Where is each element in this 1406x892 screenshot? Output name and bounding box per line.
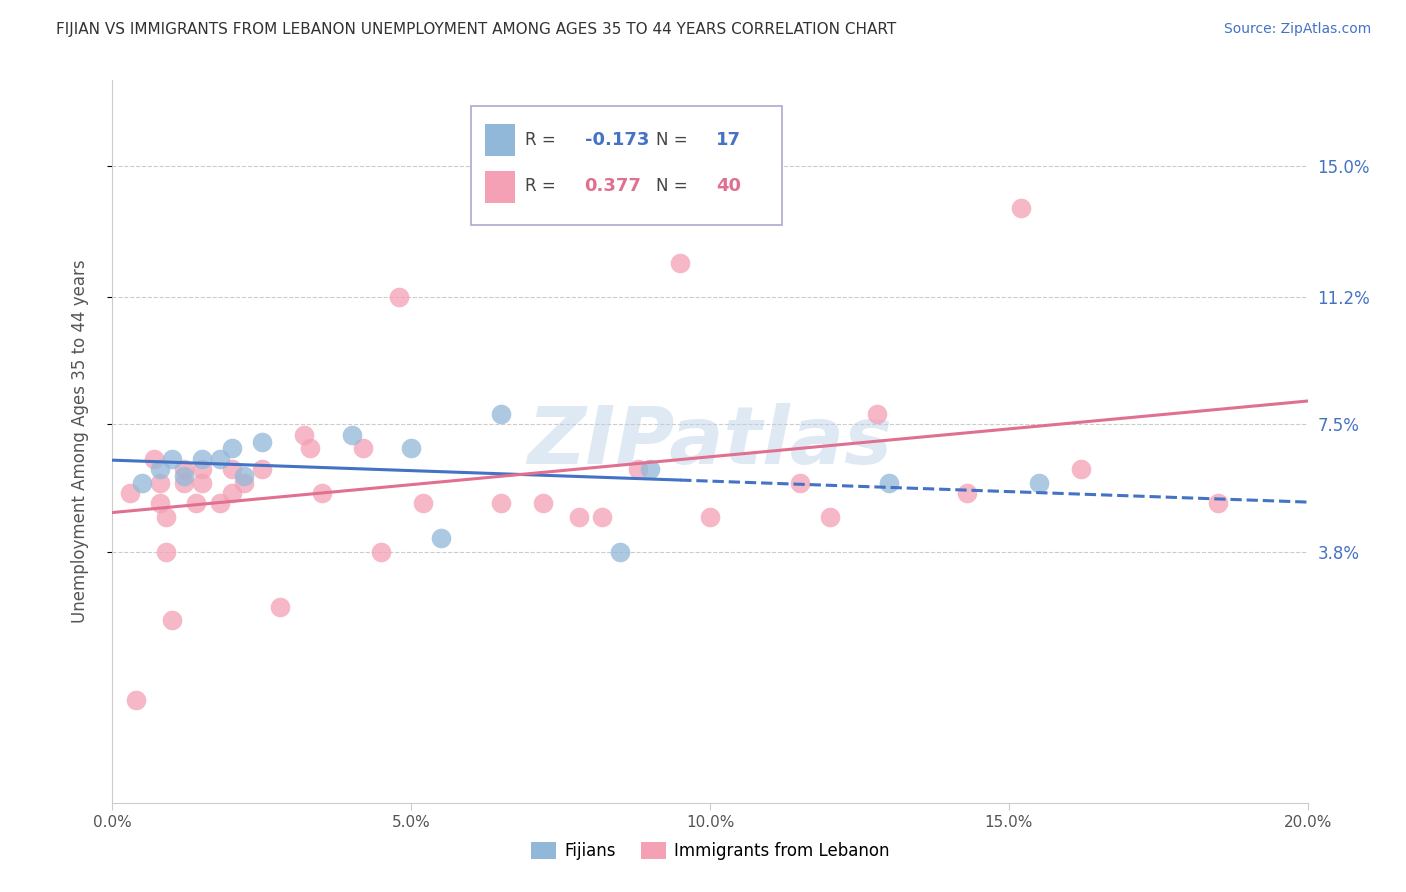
Point xyxy=(568,510,591,524)
Legend: Fijians, Immigrants from Lebanon: Fijians, Immigrants from Lebanon xyxy=(524,835,896,867)
Point xyxy=(699,510,721,524)
FancyBboxPatch shape xyxy=(485,124,515,156)
Point xyxy=(640,462,662,476)
Point xyxy=(191,451,214,466)
Point xyxy=(250,462,273,476)
Point xyxy=(1010,201,1032,215)
Point xyxy=(311,486,333,500)
Point xyxy=(1028,475,1050,490)
Point xyxy=(191,475,214,490)
Point xyxy=(401,442,423,456)
Point xyxy=(221,442,243,456)
Point xyxy=(269,599,291,614)
Point xyxy=(233,469,256,483)
Point xyxy=(250,434,273,449)
Point xyxy=(1070,462,1092,476)
Point xyxy=(120,486,142,500)
Text: R =: R = xyxy=(524,130,561,149)
Point xyxy=(173,462,195,476)
Point xyxy=(1206,496,1229,510)
Text: -0.173: -0.173 xyxy=(585,130,650,149)
Point xyxy=(669,255,692,269)
Point xyxy=(162,614,183,628)
Point xyxy=(531,496,554,510)
Text: N =: N = xyxy=(657,130,693,149)
Text: R =: R = xyxy=(524,178,561,195)
Point xyxy=(143,451,166,466)
Point xyxy=(412,496,434,510)
Point xyxy=(489,407,512,421)
Point xyxy=(191,462,214,476)
Text: 40: 40 xyxy=(716,178,741,195)
Point xyxy=(233,475,256,490)
Point xyxy=(149,462,172,476)
Point xyxy=(627,462,650,476)
Point xyxy=(592,510,614,524)
Point xyxy=(155,544,177,558)
Point xyxy=(125,692,148,706)
Text: ZIPatlas: ZIPatlas xyxy=(527,402,893,481)
Point xyxy=(879,475,901,490)
Point xyxy=(866,407,889,421)
Point xyxy=(430,531,453,545)
Y-axis label: Unemployment Among Ages 35 to 44 years: Unemployment Among Ages 35 to 44 years xyxy=(70,260,89,624)
Point xyxy=(209,451,232,466)
Point xyxy=(340,427,363,442)
Point xyxy=(370,544,392,558)
FancyBboxPatch shape xyxy=(471,105,782,225)
Text: 0.377: 0.377 xyxy=(585,178,641,195)
Point xyxy=(388,290,411,304)
Point xyxy=(609,544,631,558)
Point xyxy=(353,442,375,456)
Point xyxy=(149,496,172,510)
Point xyxy=(173,469,195,483)
Point xyxy=(818,510,841,524)
Point xyxy=(489,496,512,510)
Text: Source: ZipAtlas.com: Source: ZipAtlas.com xyxy=(1223,22,1371,37)
FancyBboxPatch shape xyxy=(485,170,515,203)
Point xyxy=(292,427,315,442)
Point xyxy=(221,462,243,476)
Point xyxy=(162,451,183,466)
Point xyxy=(149,475,172,490)
Point xyxy=(209,496,232,510)
Text: N =: N = xyxy=(657,178,693,195)
Point xyxy=(173,475,195,490)
Point xyxy=(298,442,321,456)
Point xyxy=(789,475,811,490)
Text: FIJIAN VS IMMIGRANTS FROM LEBANON UNEMPLOYMENT AMONG AGES 35 TO 44 YEARS CORRELA: FIJIAN VS IMMIGRANTS FROM LEBANON UNEMPL… xyxy=(56,22,897,37)
Point xyxy=(155,510,177,524)
Point xyxy=(221,486,243,500)
Point xyxy=(131,475,153,490)
Point xyxy=(956,486,979,500)
Text: 17: 17 xyxy=(716,130,741,149)
Point xyxy=(186,496,208,510)
